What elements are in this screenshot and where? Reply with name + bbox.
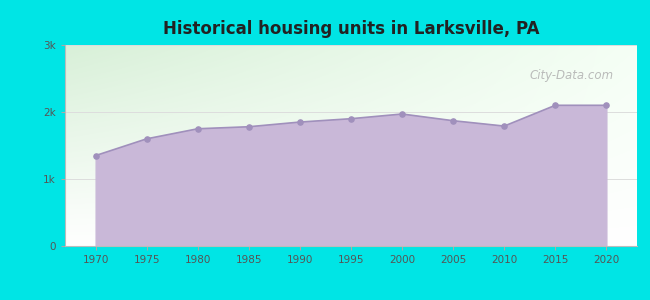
Title: Historical housing units in Larksville, PA: Historical housing units in Larksville, … [162, 20, 540, 38]
Point [244, 124, 254, 129]
Point [346, 116, 356, 121]
Point [192, 126, 203, 131]
Point [294, 120, 305, 124]
Point [90, 153, 101, 158]
Point [550, 103, 560, 108]
Point [499, 124, 510, 128]
Point [448, 118, 458, 123]
Point [601, 103, 612, 108]
Point [142, 136, 152, 141]
Point [397, 112, 408, 116]
Text: City-Data.com: City-Data.com [530, 69, 614, 82]
